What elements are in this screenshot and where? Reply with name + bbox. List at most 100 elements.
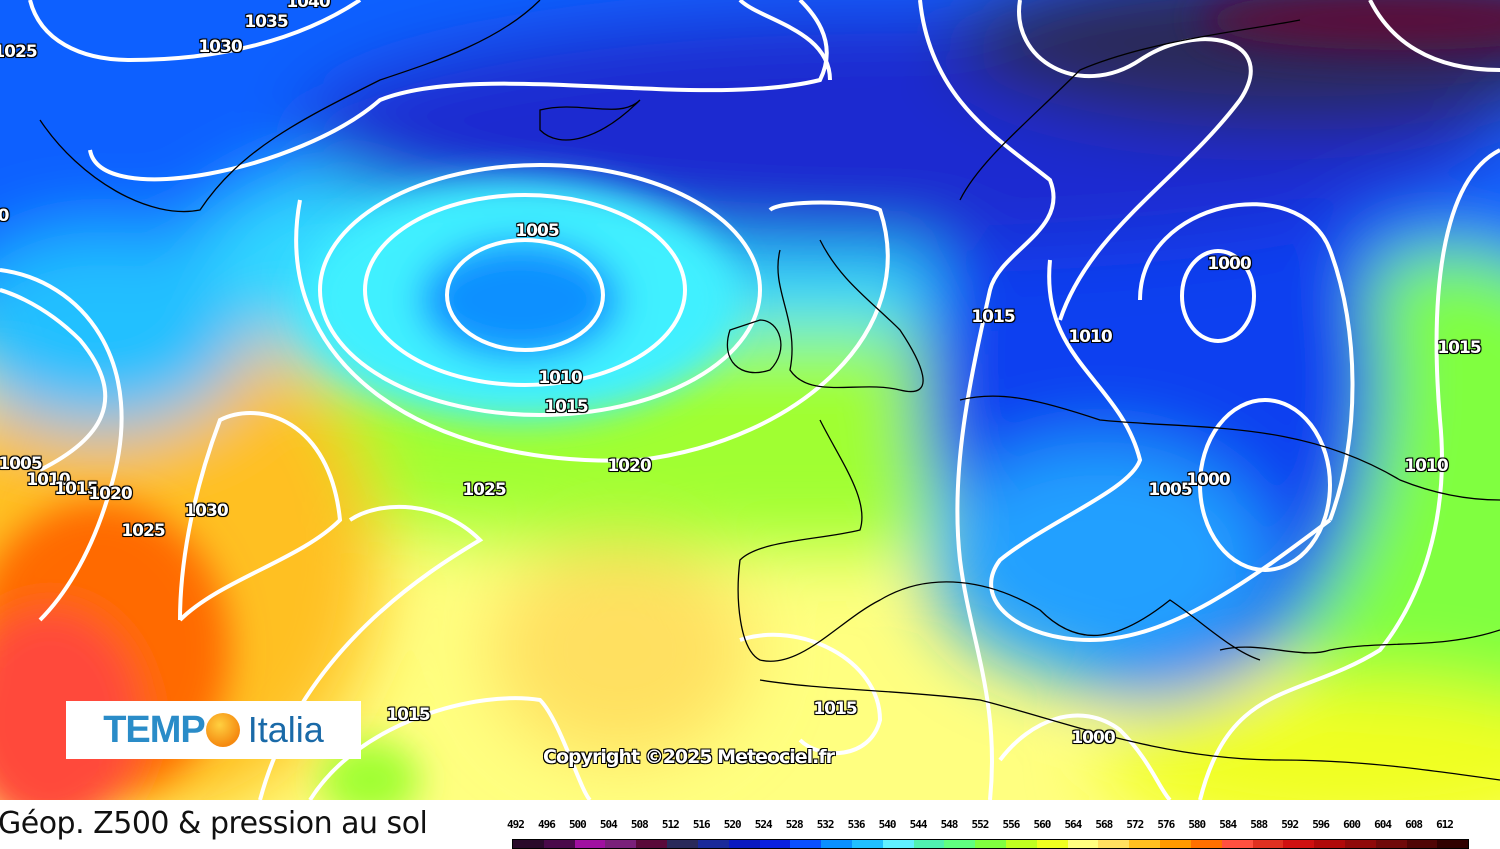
legend-swatch [543,840,575,848]
legend-label: 596 [1312,818,1330,831]
legend-swatch [1036,840,1068,848]
copyright-text: Copyright ©2025 Meteociel.fr [543,746,835,768]
legend-swatch [605,840,637,848]
legend-swatch [1375,840,1407,848]
legend-label: 504 [599,818,618,831]
legend-label: 540 [878,818,897,831]
legend-label: 496 [537,818,556,831]
isobar-label: 1010 [538,368,582,388]
isobar-label: 1010 [1068,327,1112,347]
isobar [258,504,484,800]
legend-label: 544 [909,818,928,831]
isobar [1368,0,1500,72]
isobar-label: 1005 [1148,480,1192,500]
isobar [739,632,883,755]
isobar-label: 1015 [813,699,857,719]
isobar [1017,0,1253,321]
legend-swatch [1006,840,1037,848]
legend-swatch [1314,840,1345,848]
legend-label: 560 [1033,818,1051,831]
sun-icon [205,713,240,747]
isobar [178,411,343,622]
legend-label: 580 [1188,818,1206,831]
legend-swatch [728,840,760,848]
legend-label: 524 [754,818,773,831]
isobar-label: 0 [0,206,9,226]
isobar-label: 1015 [971,307,1015,327]
isobars [0,0,1500,800]
isobar-label: 1005 [515,221,559,241]
isobar-label: 1015 [54,479,98,499]
legend-swatch [1283,840,1315,848]
legend-swatch [882,840,914,848]
isobar-label: 1015 [1437,338,1481,358]
color-legend: 492 496 500 504 508 512 516 520 524 528 532 536 540 5… [507,818,1469,849]
isobar-label: 1000 [1186,470,1230,490]
isobar-label: 1015 [544,397,588,417]
isobar [0,268,124,622]
legend-label: 492 [507,818,525,831]
legend-label: 576 [1157,818,1175,831]
isobar [918,0,1056,800]
isobar-label: 1030 [184,501,228,521]
legend-swatch [1129,840,1161,848]
isobar [318,163,762,417]
isobar-label: 1025 [462,480,506,500]
isobar-label: 1025 [121,521,165,541]
isobar [0,288,108,472]
coastlines [39,0,1500,781]
geopotential-field [0,0,1500,800]
legend-swatch [667,840,698,848]
legend-label: 604 [1374,818,1392,831]
legend-label: 608 [1405,818,1423,831]
map-title: Géop. Z500 & pression au sol [0,806,428,841]
legend-swatch [1160,840,1191,848]
tempoitalia-logo: TEMP Italia [66,701,361,759]
legend-swatch [513,840,544,848]
isobar-label: 1000 [1207,254,1251,274]
legend-swatch [1190,840,1222,848]
legend-label: 564 [1064,818,1082,831]
legend-label: 552 [971,818,990,831]
legend-label: 516 [692,818,711,831]
legend-label: 600 [1343,818,1361,831]
legend-swatch [851,840,883,848]
legend-swatch [1406,840,1438,848]
legend-label: 520 [723,818,742,831]
isobar [294,199,890,463]
legend-swatch [975,840,1006,848]
legend-label: 536 [847,818,866,831]
isobar [1198,148,1500,800]
legend-label: 500 [568,818,587,831]
legend-label: 556 [1002,818,1021,831]
legend-swatch [1437,840,1469,848]
isobar [998,713,1172,800]
legend-swatch [944,840,976,848]
legend-label: 508 [630,818,649,831]
isobar-label: 1020 [607,456,651,476]
isobar [1180,249,1256,343]
legend-swatch [1221,840,1253,848]
legend-swatch [697,840,729,848]
isobar [1138,202,1355,521]
legend-label: 588 [1250,818,1268,831]
isobar-label: 1005 [0,454,43,474]
legend-label: 584 [1219,818,1237,831]
legend-swatch [1344,840,1376,848]
isobar-label: 1010 [26,470,70,490]
legend-swatch [636,840,668,848]
legend-label: 568 [1095,818,1113,831]
isobar-label: 1040 [286,0,330,12]
isobar [989,259,1332,643]
legend-label: 528 [785,818,804,831]
isobar-label: 1000 [1071,728,1115,748]
legend-swatch [759,840,791,848]
legend-swatch [1252,840,1284,848]
isobar-label: 1020 [88,484,132,504]
legend-swatch [1098,840,1130,848]
legend-label: 612 [1436,818,1454,831]
legend-swatch [913,840,945,848]
legend-swatch [1067,840,1099,848]
isobar-label: 1010 [1404,456,1448,476]
isobar [28,0,362,63]
